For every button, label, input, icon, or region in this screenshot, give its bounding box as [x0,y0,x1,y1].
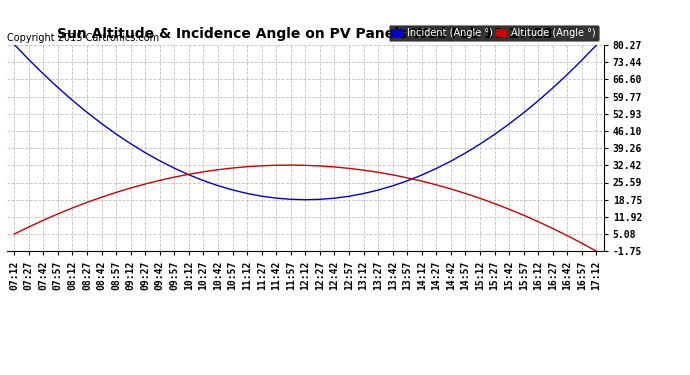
Text: Copyright 2015 Cartronics.com: Copyright 2015 Cartronics.com [7,33,159,43]
Legend: Incident (Angle °), Altitude (Angle °): Incident (Angle °), Altitude (Angle °) [388,25,599,41]
Title: Sun Altitude & Incidence Angle on PV Panels Wed Feb 11 17:23: Sun Altitude & Incidence Angle on PV Pan… [57,27,553,41]
